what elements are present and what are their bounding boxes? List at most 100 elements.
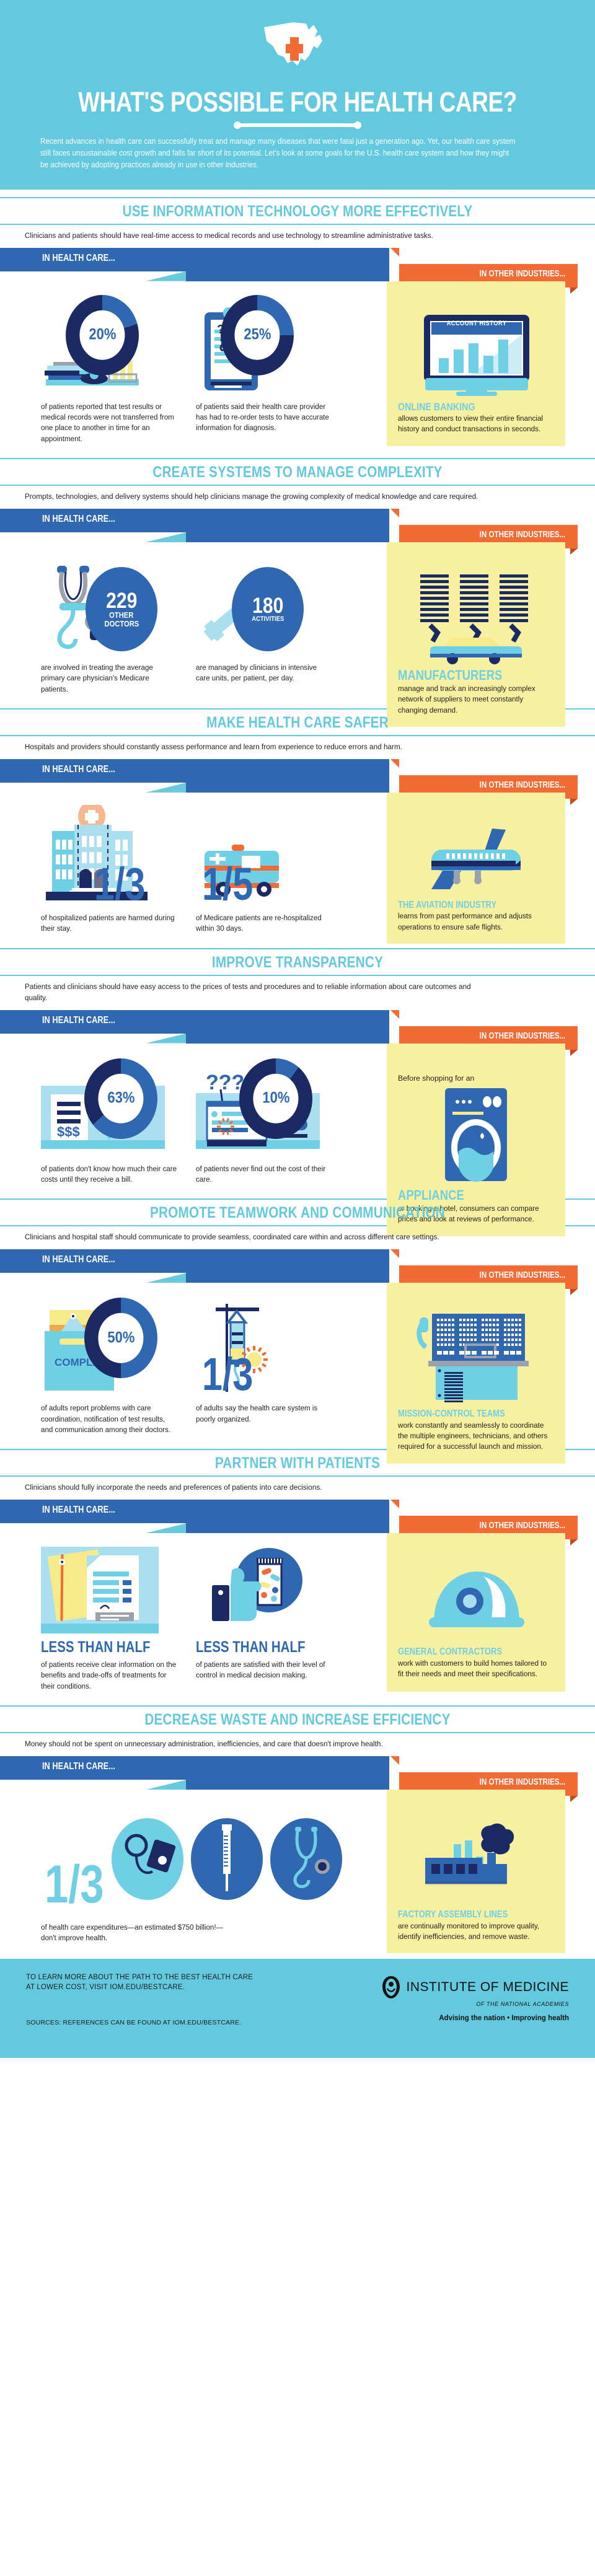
usa-map-with-medical-cross-icon [260, 16, 335, 84]
banner-row: IN HEALTH CARE... IN OTHER INDUSTRIES... [0, 1249, 595, 1296]
in-health-care-banner [0, 1249, 389, 1273]
stat-card: LESS THAN HALF of patients are satisfied… [196, 1544, 351, 1692]
banner-row: IN HEALTH CARE... IN OTHER INDUSTRIES... [0, 508, 595, 555]
in-health-care-label: IN HEALTH CARE... [42, 252, 115, 263]
stat-visual: 1/5 [196, 804, 340, 909]
donut-chart: 20% [66, 294, 139, 376]
donut-chart: 50% [84, 1298, 157, 1379]
orange-fold-top-icon [390, 1249, 399, 1259]
banner-lower [186, 1523, 389, 1534]
section-header: PROMOTE TEAMWORK AND COMMUNICATION [0, 1198, 595, 1227]
stat-card: ??? 10% of patients never find out the c [196, 1055, 351, 1185]
in-health-care-label: IN HEALTH CARE... [42, 1254, 115, 1265]
stat-card: 1/3 of hospitalized patients are harmed … [41, 804, 196, 934]
footer-learn-more-line1: TO LEARN MORE ABOUT THE PATH TO THE BEST… [26, 1973, 253, 1981]
other-icon [398, 572, 555, 665]
stat-description: of hospitalized patients are harmed duri… [41, 913, 175, 933]
other-description: are continually monitored to improve qua… [398, 1921, 540, 1941]
other-icon [398, 822, 555, 897]
health-care-column: $$$ 63% of patients don't know how much … [0, 1044, 384, 1185]
stat-unit-1: OTHER [109, 610, 134, 620]
stat-description: of patients receive clear information on… [41, 1660, 177, 1690]
section-description: Clinicians and hospital staff should com… [24, 1233, 439, 1242]
stat-value: 1/3 [202, 1348, 253, 1400]
other-intro-text: Before shopping for an [398, 1073, 475, 1083]
stat-description: of patients reported that test results o… [41, 402, 174, 443]
other-description: or booking a hotel, consumers can compar… [398, 1204, 539, 1224]
stat-visual: 1/3 [196, 1294, 340, 1399]
stat-description: of patients said their health care provi… [196, 402, 329, 433]
banner-fold [146, 1033, 187, 1044]
org-tagline: Advising the nation • Improving health [439, 2014, 569, 2022]
in-health-care-label: IN HEALTH CARE... [42, 1761, 115, 1772]
health-care-column: COMPLAINT 50% of adults report problems … [0, 1283, 384, 1435]
other-industries-column: GENERAL CONTRACTORS work with customers … [387, 1533, 565, 1692]
in-other-industries-label: IN OTHER INDUSTRIES... [479, 1777, 565, 1788]
footer-learn-more: TO LEARN MORE ABOUT THE PATH TO THE BEST… [26, 1972, 311, 1993]
stat-value: 229 [105, 588, 138, 613]
other-industries-column: MISSION-CONTROL TEAMS work constantly an… [387, 1283, 565, 1464]
stat-card: ? 25% of patients said their health care… [196, 292, 351, 444]
health-care-column: 1/3 of hospitalized patients are harmed … [0, 793, 384, 934]
stat-visual: 1/3 [41, 1801, 377, 1919]
other-title: FACTORY ASSEMBLY LINES [398, 1909, 508, 1920]
orange-fold-icon [570, 1539, 578, 1546]
section-title: PARTNER WITH PATIENTS [214, 1454, 381, 1472]
orange-fold-top-icon [390, 508, 399, 517]
section-title: MAKE HEALTH CARE SAFER [206, 713, 389, 731]
other-industries-column: THE AVIATION INDUSTRY learns from past p… [387, 792, 565, 944]
stat-description: are managed by clinicians in intensive c… [196, 662, 317, 683]
donut-chart: 10% [239, 1058, 312, 1139]
in-other-industries-label: IN OTHER INDUSTRIES... [479, 780, 565, 790]
in-health-care-label: IN HEALTH CARE... [42, 1505, 115, 1516]
section-description: Prompts, technologies, and delivery syst… [24, 491, 478, 501]
other-industries-column: MANUFACTURERS manage and track an increa… [387, 542, 565, 727]
banner-row: IN HEALTH CARE... IN OTHER INDUSTRIES... [0, 1009, 595, 1056]
stat-visual: LESS THAN HALF [196, 1544, 340, 1656]
banner-lower [186, 1273, 389, 1283]
stat-value: 20% [88, 326, 117, 344]
stat-value: 1/3 [45, 1855, 104, 1915]
section-2: CREATE SYSTEMS TO MANAGE COMPLEXITY Prom… [0, 457, 595, 727]
other-title: GENERAL CONTRACTORS [398, 1646, 503, 1658]
orange-fold-top-icon [390, 247, 399, 257]
orange-fold-icon [570, 287, 578, 294]
section-description: Money should not be spent on unnecessary… [24, 1739, 383, 1749]
orange-fold-icon [570, 1289, 578, 1296]
stat-card: 20% of patients reported that test resul… [41, 292, 196, 444]
hero-header: WHAT'S POSSIBLE FOR HEALTH CARE? Recent … [0, 0, 595, 190]
stat-circle: 180 ACTIVITIES [232, 566, 304, 651]
section-title: USE INFORMATION TECHNOLOGY MORE EFFECTIV… [122, 202, 473, 220]
page-title: WHAT'S POSSIBLE FOR HEALTH CARE? [78, 86, 517, 118]
in-health-care-banner [0, 1756, 389, 1780]
section-body: COMPLAINT 50% of adults report problems … [0, 1283, 595, 1464]
stat-visual: $$$ 63% [41, 1055, 185, 1160]
other-title: THE AVIATION INDUSTRY [398, 899, 497, 910]
stat-visual: 180 ACTIVITIES [196, 553, 340, 659]
section-header: USE INFORMATION TECHNOLOGY MORE EFFECTIV… [0, 196, 595, 225]
other-description: learns from past performance and adjusts… [398, 912, 532, 931]
title-divider [234, 121, 361, 129]
section-body: 229 OTHER DOCTORS are involved in treati… [0, 542, 595, 727]
other-icon [398, 1086, 555, 1185]
other-description: work with customers to build homes tailo… [398, 1658, 547, 1678]
banner-row: IN HEALTH CARE... IN OTHER INDUSTRIES... [0, 1500, 595, 1546]
section-body: $$$ 63% of patients don't know how much … [0, 1043, 595, 1236]
banner-lower [186, 532, 389, 542]
in-health-care-banner [0, 508, 389, 532]
banner-lower [186, 1033, 389, 1044]
banner-fold [146, 1523, 187, 1534]
banner-fold [146, 782, 187, 793]
orange-fold-top-icon [390, 1009, 399, 1019]
section-body: 1/3 of hospitalized patients are harmed … [0, 792, 595, 944]
section-header: IMPROVE TRANSPARENCY [0, 947, 595, 976]
stat-card: $$$ 63% of patients don't know how much … [41, 1055, 196, 1185]
section-header: PARTNER WITH PATIENTS [0, 1449, 595, 1477]
stat-value: 180 [252, 593, 284, 618]
donut-chart: 25% [221, 294, 294, 376]
donut-center: 10% [253, 1073, 299, 1123]
in-other-industries-label: IN OTHER INDUSTRIES... [479, 268, 565, 279]
health-care-column: 229 OTHER DOCTORS are involved in treati… [0, 542, 384, 695]
org-name: INSTITUTE OF MEDICINE [406, 1979, 569, 1994]
stat-value: 1/5 [202, 858, 253, 910]
